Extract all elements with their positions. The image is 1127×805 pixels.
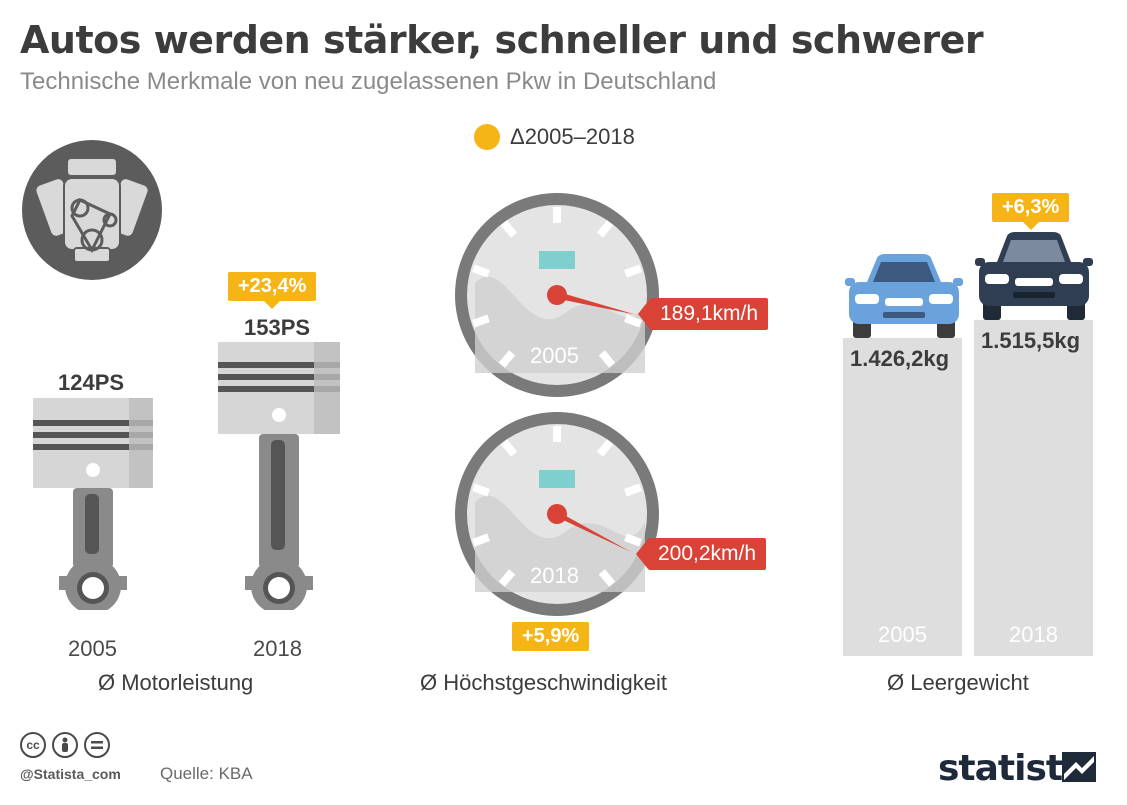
statista-logo[interactable]: statista: [938, 748, 1086, 789]
weight-category-label: Ø Leergewicht: [887, 670, 1029, 695]
cc-icon: cc: [20, 732, 46, 758]
weight-bar-2018: 2018: [974, 320, 1093, 656]
speedometer-icon-2018: [455, 412, 659, 616]
motor-value-2005: 124PS: [58, 370, 125, 395]
motor-year-2005: 2005: [68, 636, 117, 661]
legend-label: Δ2005–2018: [510, 124, 635, 149]
speedometer-icon-2005: [455, 193, 659, 397]
speed-value-2018: 200,2km/h: [635, 538, 767, 570]
piston-icon-2005: [33, 398, 153, 614]
legend-dot: [474, 124, 500, 150]
motor-category-label: Ø Motorleistung: [98, 670, 254, 695]
footer-handle: @Statista_com: [20, 766, 121, 782]
weight-year-2018: 2018: [1009, 622, 1058, 647]
motor-year-2018: 2018: [253, 636, 302, 661]
weight-bar-2005: 2005: [843, 338, 962, 656]
nd-icon: [84, 732, 110, 758]
by-icon: [52, 732, 78, 758]
weight-value-2018: 1.515,5kg: [981, 328, 1081, 353]
weight-value-2005: 1.426,2kg: [850, 346, 950, 371]
license-icons: cc: [20, 732, 110, 758]
page-title: Autos werden stärker, schneller und schw…: [20, 18, 984, 62]
legend: Δ2005–2018: [474, 124, 635, 150]
speed-value-2005: 189,1km/h: [637, 298, 769, 330]
piston-icon-2018: [218, 342, 340, 614]
speed-change-badge: +5,9%: [512, 622, 590, 651]
car-icon-2018: [975, 230, 1093, 320]
motor-change-badge: +23,4%: [228, 272, 317, 309]
motor-value-2018: 153PS: [244, 315, 311, 340]
car-icon-2005: [845, 252, 963, 338]
page-subtitle: Technische Merkmale von neu zugelassenen…: [20, 68, 717, 95]
footer-source: Quelle: KBA: [160, 764, 253, 783]
speed-year-2005: 2005: [530, 343, 579, 368]
speed-year-2018: 2018: [530, 563, 579, 588]
statista-logo-icon: [1062, 752, 1096, 782]
weight-change-badge: +6,3%: [992, 193, 1070, 230]
weight-year-2005: 2005: [878, 622, 927, 647]
speed-category-label: Ø Höchstgeschwindigkeit: [420, 670, 668, 695]
engine-icon: [22, 140, 162, 280]
